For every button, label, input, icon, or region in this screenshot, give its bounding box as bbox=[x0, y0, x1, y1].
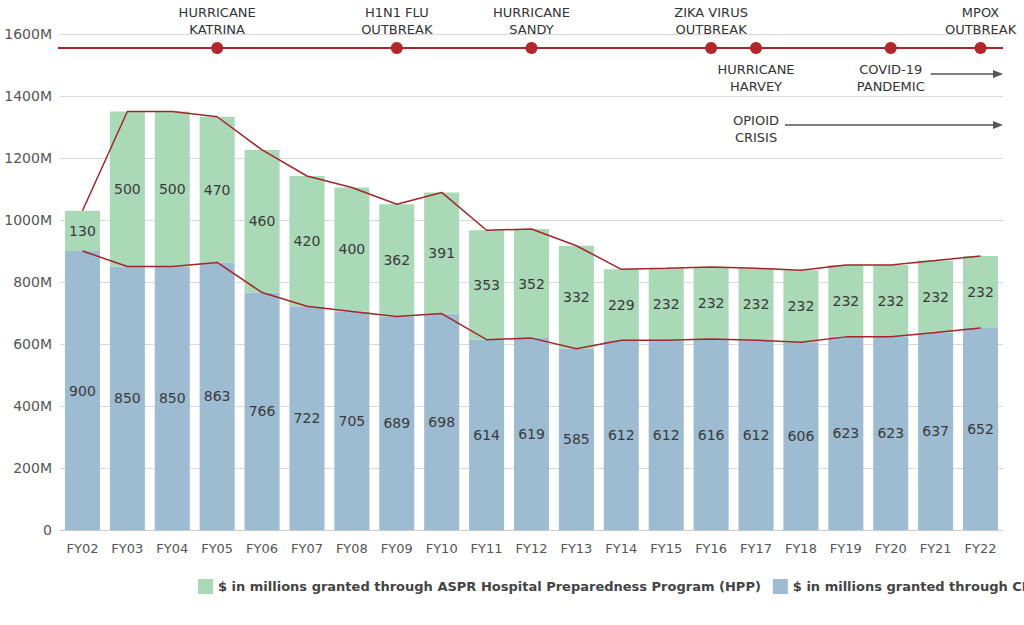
svg-text:232: 232 bbox=[788, 298, 815, 314]
svg-text:619: 619 bbox=[518, 426, 545, 442]
svg-text:352: 352 bbox=[518, 276, 545, 292]
svg-text:SANDY: SANDY bbox=[509, 22, 553, 37]
svg-text:616: 616 bbox=[698, 427, 725, 443]
svg-text:FY21: FY21 bbox=[920, 541, 952, 556]
svg-text:232: 232 bbox=[832, 293, 859, 309]
svg-text:OPIOID: OPIOID bbox=[733, 113, 779, 128]
svg-text:FY12: FY12 bbox=[516, 541, 548, 556]
svg-text:229: 229 bbox=[608, 297, 635, 313]
svg-text:470: 470 bbox=[204, 182, 231, 198]
svg-text:130: 130 bbox=[69, 223, 96, 239]
svg-text:HARVEY: HARVEY bbox=[730, 79, 782, 94]
svg-text:800M: 800M bbox=[13, 274, 52, 290]
svg-text:HURRICANE: HURRICANE bbox=[179, 5, 256, 20]
svg-text:FY16: FY16 bbox=[695, 541, 727, 556]
svg-text:612: 612 bbox=[743, 427, 770, 443]
svg-text:232: 232 bbox=[743, 296, 770, 312]
svg-text:FY14: FY14 bbox=[605, 541, 637, 556]
svg-text:FY10: FY10 bbox=[426, 541, 458, 556]
svg-text:FY17: FY17 bbox=[740, 541, 772, 556]
svg-text:OUTBREAK: OUTBREAK bbox=[361, 22, 433, 37]
svg-text:500: 500 bbox=[114, 181, 141, 197]
svg-text:$ in millions granted through: $ in millions granted through CDC Public… bbox=[793, 579, 1024, 594]
svg-text:FY18: FY18 bbox=[785, 541, 817, 556]
svg-text:FY13: FY13 bbox=[560, 541, 592, 556]
svg-text:KATRINA: KATRINA bbox=[189, 22, 245, 37]
svg-text:362: 362 bbox=[383, 252, 410, 268]
svg-text:612: 612 bbox=[608, 427, 635, 443]
svg-text:353: 353 bbox=[473, 277, 500, 293]
svg-text:689: 689 bbox=[383, 415, 410, 431]
svg-text:FY02: FY02 bbox=[66, 541, 98, 556]
svg-text:863: 863 bbox=[204, 388, 231, 404]
svg-text:FY07: FY07 bbox=[291, 541, 323, 556]
svg-text:0: 0 bbox=[43, 522, 52, 538]
svg-text:460: 460 bbox=[249, 213, 276, 229]
svg-text:500: 500 bbox=[159, 181, 186, 197]
svg-text:332: 332 bbox=[563, 289, 590, 305]
svg-text:HURRICANE: HURRICANE bbox=[493, 5, 570, 20]
svg-text:OUTBREAK: OUTBREAK bbox=[675, 22, 747, 37]
svg-text:1000M: 1000M bbox=[4, 212, 52, 228]
svg-text:232: 232 bbox=[967, 284, 994, 300]
svg-text:FY06: FY06 bbox=[246, 541, 278, 556]
svg-text:ZIKA VIRUS: ZIKA VIRUS bbox=[674, 5, 748, 20]
svg-text:FY22: FY22 bbox=[965, 541, 997, 556]
svg-text:391: 391 bbox=[428, 245, 455, 261]
svg-text:652: 652 bbox=[967, 421, 994, 437]
svg-text:623: 623 bbox=[877, 425, 904, 441]
svg-text:698: 698 bbox=[428, 414, 455, 430]
svg-text:232: 232 bbox=[877, 293, 904, 309]
svg-text:232: 232 bbox=[653, 296, 680, 312]
svg-text:OUTBREAK: OUTBREAK bbox=[945, 22, 1017, 37]
svg-text:606: 606 bbox=[788, 428, 815, 444]
svg-text:900: 900 bbox=[69, 383, 96, 399]
svg-text:1600M: 1600M bbox=[4, 26, 52, 42]
svg-text:FY11: FY11 bbox=[471, 541, 503, 556]
svg-text:232: 232 bbox=[922, 289, 949, 305]
svg-text:766: 766 bbox=[249, 403, 276, 419]
svg-text:PANDEMIC: PANDEMIC bbox=[857, 79, 925, 94]
svg-text:FY09: FY09 bbox=[381, 541, 413, 556]
svg-text:850: 850 bbox=[114, 390, 141, 406]
svg-text:200M: 200M bbox=[13, 460, 52, 476]
svg-text:FY03: FY03 bbox=[111, 541, 143, 556]
svg-text:623: 623 bbox=[832, 425, 859, 441]
svg-text:232: 232 bbox=[698, 295, 725, 311]
svg-text:1200M: 1200M bbox=[4, 150, 52, 166]
svg-text:637: 637 bbox=[922, 423, 949, 439]
svg-text:CRISIS: CRISIS bbox=[735, 130, 777, 145]
svg-text:$ in millions granted through: $ in millions granted through ASPR Hospi… bbox=[218, 579, 761, 594]
svg-text:FY19: FY19 bbox=[830, 541, 862, 556]
svg-text:FY08: FY08 bbox=[336, 541, 368, 556]
svg-text:COVID-19: COVID-19 bbox=[859, 62, 922, 77]
svg-text:420: 420 bbox=[294, 233, 321, 249]
svg-text:FY20: FY20 bbox=[875, 541, 907, 556]
svg-text:H1N1 FLU: H1N1 FLU bbox=[365, 5, 429, 20]
svg-text:1400M: 1400M bbox=[4, 88, 52, 104]
svg-text:FY04: FY04 bbox=[156, 541, 188, 556]
svg-text:850: 850 bbox=[159, 390, 186, 406]
svg-text:722: 722 bbox=[294, 410, 321, 426]
svg-text:400: 400 bbox=[339, 241, 366, 257]
svg-text:705: 705 bbox=[339, 413, 366, 429]
svg-text:FY05: FY05 bbox=[201, 541, 233, 556]
svg-text:400M: 400M bbox=[13, 398, 52, 414]
svg-text:FY15: FY15 bbox=[650, 541, 682, 556]
svg-text:HURRICANE: HURRICANE bbox=[717, 62, 794, 77]
svg-text:600M: 600M bbox=[13, 336, 52, 352]
svg-text:612: 612 bbox=[653, 427, 680, 443]
svg-text:585: 585 bbox=[563, 431, 590, 447]
svg-text:MPOX: MPOX bbox=[962, 5, 999, 20]
svg-text:614: 614 bbox=[473, 427, 500, 443]
